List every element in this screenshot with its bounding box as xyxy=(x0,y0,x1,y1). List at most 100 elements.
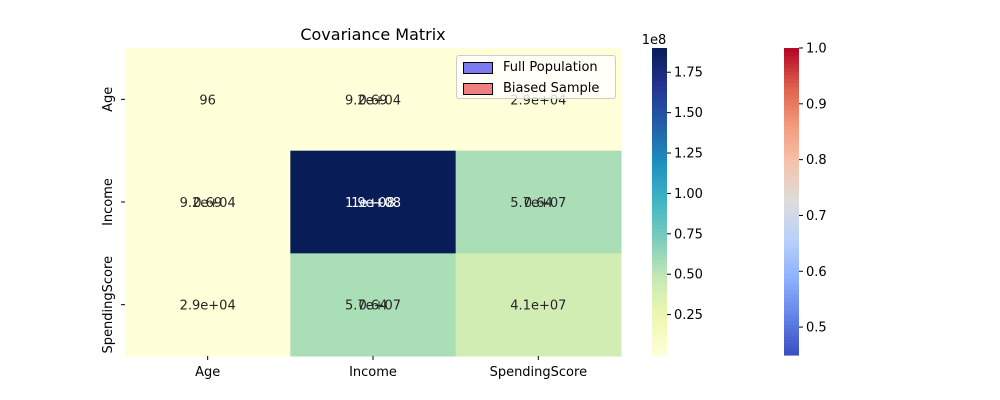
cbar2-gradient-step xyxy=(784,120,799,126)
cbar2-gradient-step xyxy=(784,259,799,264)
cbar2-gradient-step xyxy=(784,320,799,325)
cbar2-gradient-step xyxy=(784,220,799,226)
cbar1-gradient-step xyxy=(652,147,667,153)
cbar2-gradient-step xyxy=(784,197,799,203)
cbar1-gradient-step xyxy=(652,328,667,333)
cbar2-gradient-step xyxy=(784,293,799,299)
heatmap-cell-Income-Income xyxy=(290,150,457,254)
cbar1-gradient-step xyxy=(652,182,667,187)
cbar1-gradient-step xyxy=(652,105,667,110)
cbar1-gradient-step xyxy=(652,117,667,122)
legend-swatch-full-population xyxy=(463,61,493,74)
cbar2-gradient-step xyxy=(784,228,799,233)
cbar2-gradient-step xyxy=(784,255,799,260)
cell-value-Age-Age: 96 xyxy=(199,93,216,108)
cbar1-gradient-step xyxy=(652,86,667,91)
cbar1-gradient-step xyxy=(652,289,667,295)
cbar1-gradient-step xyxy=(652,232,667,237)
cbar2-gradient-step xyxy=(784,147,799,153)
cbar1-gradient-step xyxy=(652,331,667,337)
cbar2-gradient-step xyxy=(784,347,799,352)
cbar2-gradient-step xyxy=(784,216,799,222)
cell-value-Income-SpendingScore: 5.7e+07 xyxy=(510,196,566,211)
heatmap-cell-SpendingScore-SpendingScore xyxy=(455,253,622,357)
cbar2-gradient-step xyxy=(784,82,799,87)
cbar2-gradient-step xyxy=(784,151,799,157)
cbar2-gradient-step xyxy=(784,97,799,103)
cbar2-gradient-step xyxy=(784,205,799,210)
cell-overlay-Income-Income: 1e+08 xyxy=(351,196,395,211)
cbar2-gradient-step xyxy=(784,266,799,272)
legend-swatch-biased-sample xyxy=(463,82,493,95)
cbar2-tick-label: 1.0 xyxy=(806,42,827,57)
cbar1-gradient-step xyxy=(652,124,667,130)
cbar1-tick-label: 1.75 xyxy=(674,66,703,81)
cbar1-gradient-step xyxy=(652,128,667,134)
cbar2-gradient-step xyxy=(784,78,799,84)
cbar1-tick-label: 1.25 xyxy=(674,147,703,162)
cbar1-gradient-step xyxy=(652,201,667,206)
cbar2-gradient-step xyxy=(784,132,799,137)
cbar1-gradient-step xyxy=(652,305,667,310)
cell-overlay-Income-SpendingScore: 0.64 xyxy=(524,196,553,211)
heatmap-cells xyxy=(125,48,622,357)
cbar2-gradient-step xyxy=(784,308,799,314)
cbar1-gradient-step xyxy=(652,143,667,149)
cbar2-gradient-step xyxy=(784,113,799,118)
cbar1-tick-label: 0.50 xyxy=(674,268,703,283)
y-tick-label-Age: Age xyxy=(101,87,116,112)
cbar1-gradient-step xyxy=(652,174,667,180)
cbar2-gradient-step xyxy=(784,71,799,76)
cbar2-gradient-step xyxy=(784,251,799,256)
x-tick-label-Income: Income xyxy=(349,365,397,380)
cbar2-gradient-step xyxy=(784,324,799,329)
cbar2-gradient-step xyxy=(784,285,799,291)
cbar1-gradient-step xyxy=(652,109,667,114)
cbar2-gradient-step xyxy=(784,159,799,164)
cbar1-gradient-step xyxy=(652,247,667,252)
cbar1-tick-label: 1.00 xyxy=(674,187,703,202)
legend-item-full-population: Full Population xyxy=(463,57,609,78)
cbar1-gradient-step xyxy=(652,155,667,160)
cbar1-gradient-step xyxy=(652,320,667,325)
cbar1-gradient-step xyxy=(652,266,667,272)
cbar1-gradient-step xyxy=(652,48,667,53)
legend-label-full-population: Full Population xyxy=(503,60,598,75)
legend-label-biased-sample: Biased Sample xyxy=(503,81,600,96)
cell-value-SpendingScore-Income: 5.7e+07 xyxy=(345,299,401,314)
cbar1-tick-label: 1.50 xyxy=(674,106,703,121)
cbar2-gradient-step xyxy=(784,305,799,310)
cbar2-gradient-step xyxy=(784,67,799,72)
cbar1-gradient-step xyxy=(652,262,667,268)
cbar2-gradient-step xyxy=(784,239,799,245)
chart-title: Covariance Matrix xyxy=(300,25,445,44)
cbar1-gradient-step xyxy=(652,166,667,172)
cell-value-Age-Income: 9.2e+04 xyxy=(345,93,401,108)
cell-overlay-SpendingScore-Income: 0.64 xyxy=(359,299,388,314)
cbar2-gradient-step xyxy=(784,282,799,287)
cbar1-gradient-step xyxy=(652,316,667,322)
cbar2-gradient-step xyxy=(784,289,799,295)
cbar1-gradient-step xyxy=(652,335,667,341)
cbar1-gradient-step xyxy=(652,293,667,299)
cbar1-gradient-step xyxy=(652,343,667,348)
cbar1-gradient-step xyxy=(652,228,667,233)
cbar2-gradient-step xyxy=(784,182,799,187)
cbar1-gradient-step xyxy=(652,189,667,195)
cbar2-gradient-step xyxy=(784,301,799,306)
cbar2-gradient-step xyxy=(784,236,799,241)
cbar2-tick-label: 0.5 xyxy=(806,321,827,336)
cbar1-gradient-step xyxy=(652,251,667,256)
cbar1-gradient-step xyxy=(652,140,667,145)
cbar2-gradient-step xyxy=(784,247,799,252)
legend-item-biased-sample: Biased Sample xyxy=(463,78,609,99)
cbar2-gradient-step xyxy=(784,278,799,283)
cbar2-gradient-step xyxy=(784,339,799,345)
cbar1-gradient-step xyxy=(652,339,667,345)
cell-value-Income-Income: 1.9e+08 xyxy=(345,196,401,211)
cbar1-gradient-step xyxy=(652,82,667,87)
heatmap-cell-SpendingScore-Income xyxy=(290,253,457,357)
cbar1-gradient-step xyxy=(652,71,667,76)
cbar2-gradient-step xyxy=(784,270,799,276)
cbar1-gradient-step xyxy=(652,63,667,68)
